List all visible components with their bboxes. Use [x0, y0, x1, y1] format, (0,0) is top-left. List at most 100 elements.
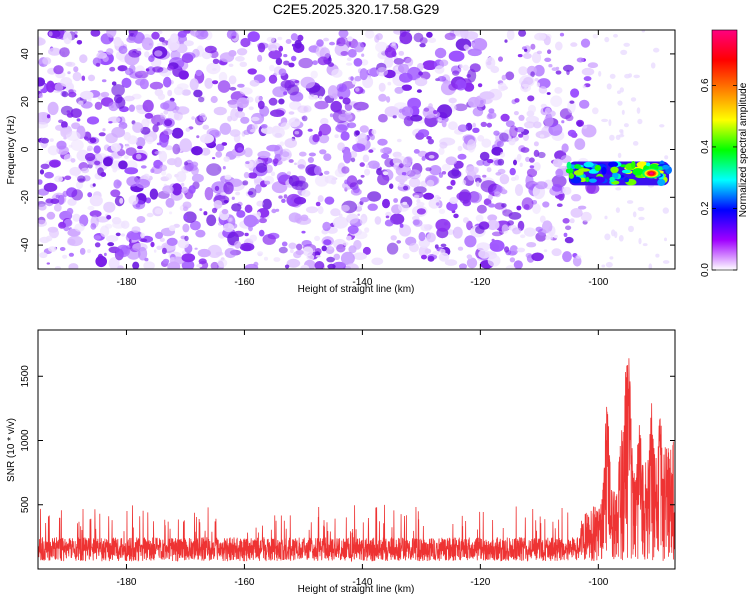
spectrogram-noise-cell	[135, 153, 142, 160]
spectrogram-noise-cell	[94, 101, 103, 110]
spectrogram-noise-cell	[202, 124, 210, 130]
spectrogram-noise-cell	[149, 81, 164, 90]
spectrogram-noise-cell	[290, 33, 298, 41]
spectrogram-noise-cell	[137, 145, 143, 150]
spectrogram-noise-cell	[38, 203, 47, 211]
snr-x-tick-label: -100	[588, 577, 608, 588]
spectrogram-noise-cell	[70, 158, 76, 163]
spectrogram-noise-cell	[615, 207, 621, 213]
spectrogram-noise-cell	[394, 86, 404, 94]
spectrogram-noise-cell	[250, 129, 256, 133]
spectrogram-noise-cell	[592, 107, 599, 115]
spectrogram-noise-cell	[276, 172, 289, 183]
spectrogram-noise-cell	[428, 103, 433, 110]
spectrogram-noise-cell	[464, 31, 479, 40]
spectrogram-noise-cell	[581, 67, 595, 76]
spectrogram-noise-cell	[46, 262, 50, 265]
spectrogram-noise-cell	[305, 206, 319, 214]
spectrogram-noise-cell	[277, 36, 283, 41]
spectrogram-noise-cell	[655, 253, 660, 258]
spectrogram-noise-cell	[272, 158, 279, 164]
spectrogram-noise-cell	[418, 71, 423, 76]
spectrogram-noise-cell	[564, 236, 574, 244]
spectrogram-noise-cell	[457, 145, 463, 152]
spectrogram-noise-cell	[479, 91, 495, 100]
spectrogram-noise-cell	[280, 122, 290, 130]
colorbar-ticks: 0.0 0.2 0.4 0.6	[700, 78, 737, 277]
spectrogram-noise-cell	[38, 77, 46, 87]
spectrogram-noise-cell	[73, 66, 79, 73]
spectrogram-noise-cell	[504, 246, 510, 253]
spectrogram-noise-cell	[67, 235, 83, 247]
spectrogram-noise-cell	[81, 75, 86, 81]
spectrogram-noise-cell	[326, 256, 335, 263]
spectrogram-noise-cell	[419, 37, 428, 45]
spectrogram-noise-cell	[536, 50, 543, 55]
spectrogram-noise-cell	[146, 212, 154, 218]
spectrogram-noise-cell	[543, 249, 548, 253]
spectrogram-noise-cell	[200, 133, 214, 144]
spectrogram-noise-cell	[359, 162, 365, 167]
spectrogram-noise-cell	[533, 141, 539, 147]
spectrogram-noise-cell	[48, 47, 62, 56]
spectrogram-noise-cell	[604, 215, 608, 220]
spectrogram-noise-cell	[555, 168, 564, 178]
spectrogram-noise-cell	[69, 166, 81, 176]
spectrogram-noise-cell	[56, 140, 67, 150]
spectrogram-noise-cell	[215, 143, 225, 152]
spectrogram-noise-cell	[395, 175, 408, 183]
spectrogram-noise-cell	[96, 52, 108, 59]
spectrogram-noise-cell	[475, 225, 485, 234]
spectrogram-noise-cell	[420, 224, 430, 232]
spectrogram-noise-cell	[620, 130, 624, 136]
spectrogram-noise-cell	[126, 230, 143, 240]
snr-series-line	[38, 358, 675, 563]
spectrogram-noise-cell	[261, 124, 268, 129]
spectrogram-noise-cell	[395, 164, 412, 177]
spectrogram-noise-cell	[487, 111, 497, 119]
spectrogram-noise-cell	[401, 84, 412, 91]
spectrogram-noise-cell	[342, 241, 349, 246]
spectrogram-noise-cell	[278, 68, 287, 76]
spectrogram-noise-cell	[487, 254, 501, 267]
spectrogram-noise-cell	[472, 127, 480, 133]
spectrogram-noise-cell	[87, 192, 93, 198]
spectrogram-noise-cell	[489, 239, 505, 252]
spectrogram-noise-cell	[548, 63, 553, 68]
spectrogram-noise-cell	[562, 186, 572, 195]
spectrogram-noise-cell	[75, 181, 84, 190]
spectrogram-noise-cell	[323, 170, 330, 175]
spectrogram-noise-cell	[323, 153, 332, 161]
spectrogram-noise-cell	[230, 108, 239, 122]
spectrogram-noise-cell	[448, 83, 458, 91]
spectrogram-noise-cell	[61, 121, 68, 129]
spectrogram-noise-cell	[435, 202, 440, 206]
spectrogram-noise-cell	[49, 228, 59, 239]
spectrogram-noise-cell	[614, 231, 618, 239]
spectrogram-noise-cell	[40, 137, 50, 144]
spectrogram-noise-cell	[242, 180, 249, 186]
spectrogram-noise-cell	[296, 243, 303, 251]
spectrogram-noise-cell	[314, 100, 329, 110]
snr-x-tick-label: -120	[470, 577, 490, 588]
spectrogram-noise-cell	[169, 256, 175, 262]
spectrogram-noise-cell	[89, 137, 97, 144]
spectrogram-noise-cell	[375, 33, 383, 41]
spectrogram-noise-cell	[621, 109, 625, 115]
spectrogram-noise-cell	[450, 179, 456, 186]
spectrogram-noise-cell	[529, 157, 535, 163]
spectrogram-noise-cell	[155, 231, 163, 239]
spectrogram-noise-cell	[638, 237, 642, 245]
spectrogram-noise-cell	[212, 80, 219, 85]
spectrogram-noise-cell	[390, 213, 405, 225]
spectrogram-noise-cell	[534, 78, 539, 82]
spectrogram-noise-cell	[86, 116, 100, 125]
spectrogram-noise-cell	[360, 174, 365, 178]
spectrogram-noise-cell	[440, 243, 447, 248]
spectrogram-noise-cell	[384, 219, 394, 227]
spectrogram-noise-cell	[231, 35, 236, 39]
spectrogram-noise-cell	[365, 164, 370, 169]
spectrogram-noise-cell	[145, 68, 150, 72]
spectrogram-noise-cell	[345, 263, 359, 269]
spectrogram-noise-cell	[605, 261, 613, 268]
